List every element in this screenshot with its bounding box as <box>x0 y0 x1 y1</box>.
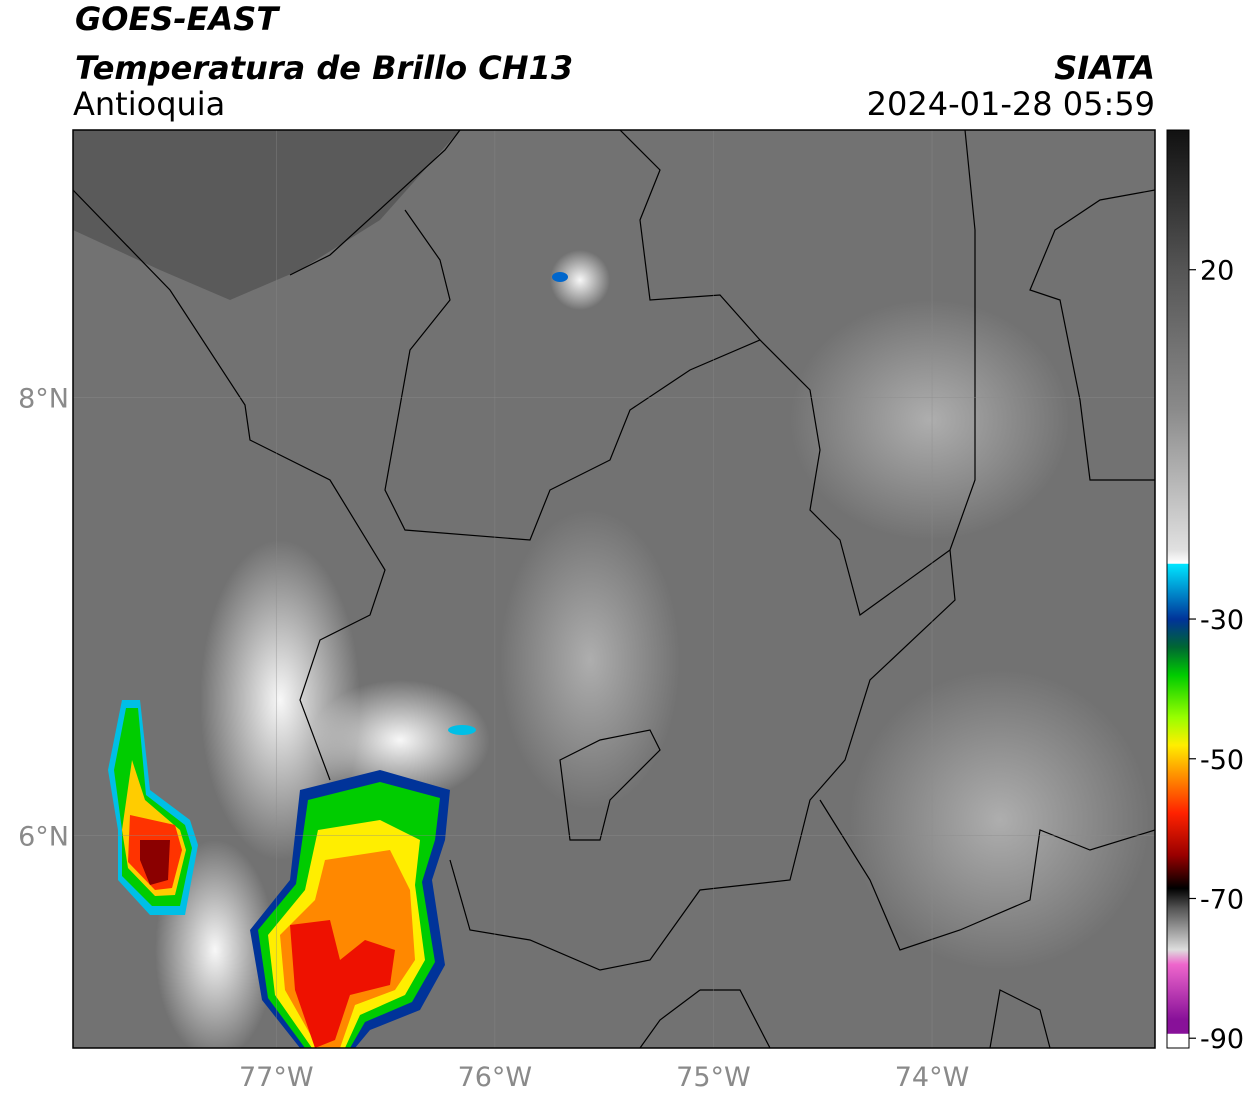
x-tick-label: 75°W <box>676 1062 751 1093</box>
title: GOES-EAST <box>75 0 280 38</box>
subtitle: Temperatura de Brillo CH13 <box>75 49 573 87</box>
storm-south <box>250 770 450 1048</box>
x-tick-label: 77°W <box>239 1062 314 1093</box>
colorbar-tick-label: -90 <box>1200 1024 1244 1055</box>
source: SIATA <box>1054 49 1155 87</box>
y-tick-label: 8°N <box>18 383 69 414</box>
map-image <box>73 130 1155 1048</box>
region: Antioquia <box>73 85 225 123</box>
colorbar-tick-label: -50 <box>1200 745 1244 776</box>
colorbar-tick-label: -30 <box>1200 605 1244 636</box>
colorbar-tick-label: -70 <box>1200 884 1244 915</box>
datetime: 2024-01-28 05:59 <box>867 85 1155 123</box>
colorbar-tick-label: 20 <box>1200 256 1234 287</box>
x-tick-label: 76°W <box>458 1062 533 1093</box>
grid <box>73 130 1155 1048</box>
x-tick-label: 74°W <box>895 1062 970 1093</box>
colorbar <box>1166 129 1190 1049</box>
map-frame <box>72 129 1156 1049</box>
storm-west <box>108 700 198 915</box>
y-tick-label: 6°N <box>18 821 69 852</box>
